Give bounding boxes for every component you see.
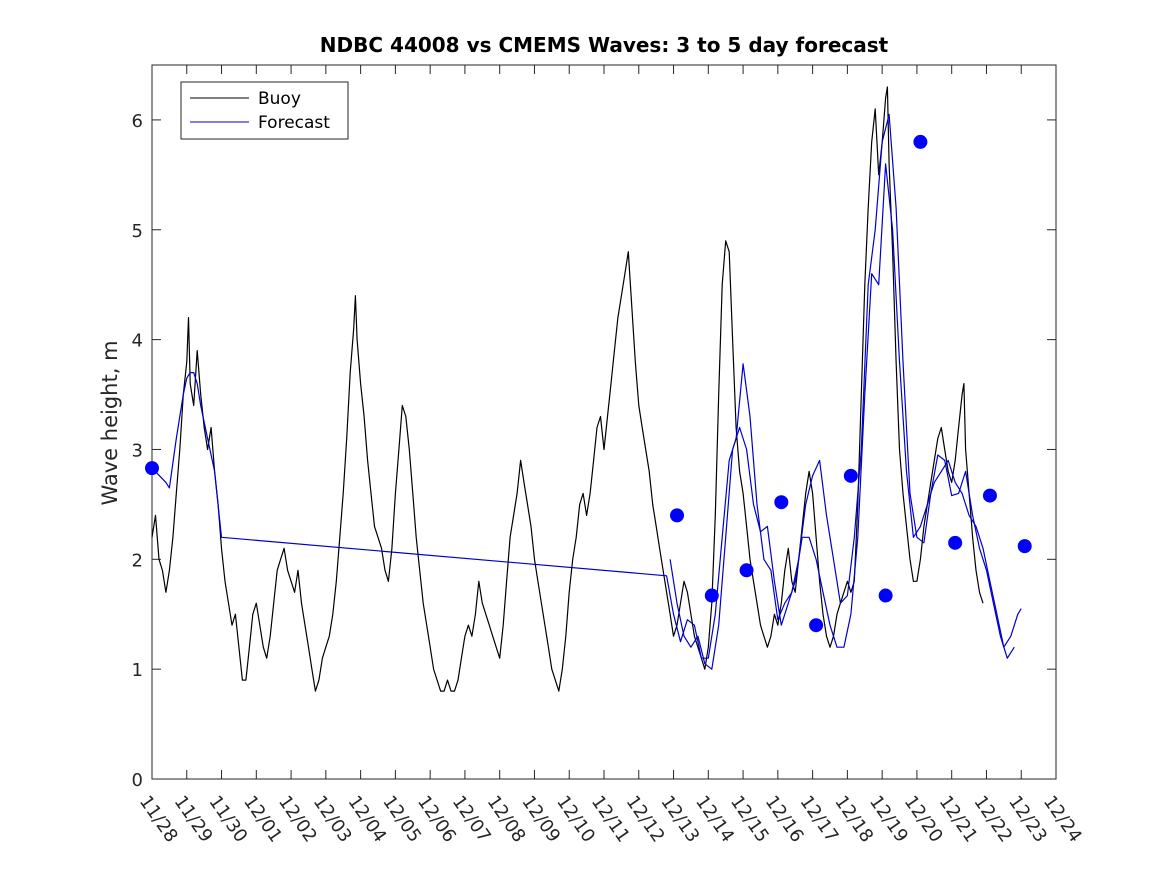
chart-title: NDBC 44008 vs CMEMS Waves: 3 to 5 day fo…	[320, 33, 889, 57]
y-tick-label: 2	[132, 550, 143, 571]
y-tick-label: 3	[132, 440, 143, 461]
forecast-marker	[145, 461, 159, 476]
series-layer	[151, 86, 1022, 692]
forecast-marker	[704, 588, 719, 603]
y-tick-label: 1	[132, 660, 143, 681]
plot-area	[151, 64, 1057, 780]
y-tick-label: 4	[132, 331, 143, 352]
forecast-marker	[843, 468, 858, 483]
series-line-forecast-2	[669, 163, 1022, 670]
forecast-marker	[878, 588, 893, 603]
y-axis-label: Wave height, m	[98, 340, 122, 505]
y-tick-label: 6	[132, 111, 143, 132]
forecast-marker	[913, 134, 928, 149]
series-line-buoy-0	[151, 86, 984, 692]
y-tick-label: 0	[132, 770, 143, 791]
forecast-marker	[739, 563, 754, 578]
forecast-marker	[774, 495, 789, 510]
forecast-marker	[948, 535, 963, 550]
legend-buoy-label: Buoy	[258, 89, 301, 109]
forecast-marker	[670, 508, 685, 523]
forecast-marker	[982, 488, 997, 503]
marker-layer	[145, 134, 1032, 633]
forecast-marker	[1017, 539, 1032, 554]
forecast-marker	[809, 618, 824, 633]
y-tick-label: 5	[132, 221, 143, 242]
series-line-forecast-1	[151, 113, 1015, 659]
legend-forecast-label: Forecast	[258, 113, 330, 133]
legend: Buoy Forecast	[180, 81, 349, 140]
legend-box	[180, 81, 349, 140]
